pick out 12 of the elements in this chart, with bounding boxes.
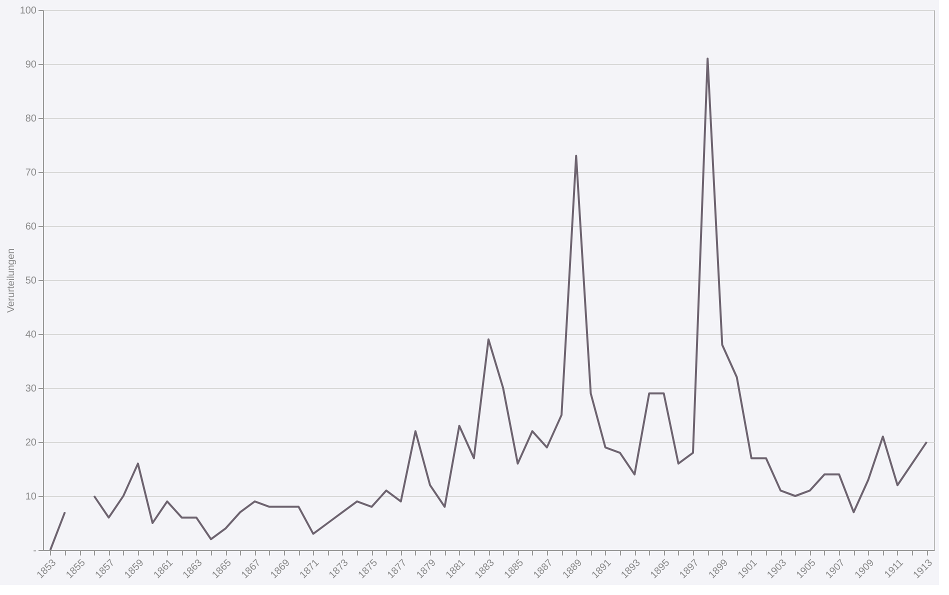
- y-tick-label: 90: [25, 60, 37, 70]
- y-tick-label: 10: [25, 492, 37, 502]
- y-tick-label: 80: [25, 114, 37, 124]
- y-tick-label: 40: [25, 330, 37, 340]
- y-tick-label: 70: [25, 168, 37, 178]
- y-tick-label: 20: [25, 438, 37, 448]
- y-tick-label: 50: [25, 276, 37, 286]
- y-tick-label: 60: [25, 222, 37, 232]
- y-axis-title: Verurteilungen: [6, 248, 17, 313]
- y-tick-label: 100: [20, 6, 37, 16]
- y-tick-label: 30: [25, 384, 37, 394]
- y-tick-label: -: [33, 546, 36, 556]
